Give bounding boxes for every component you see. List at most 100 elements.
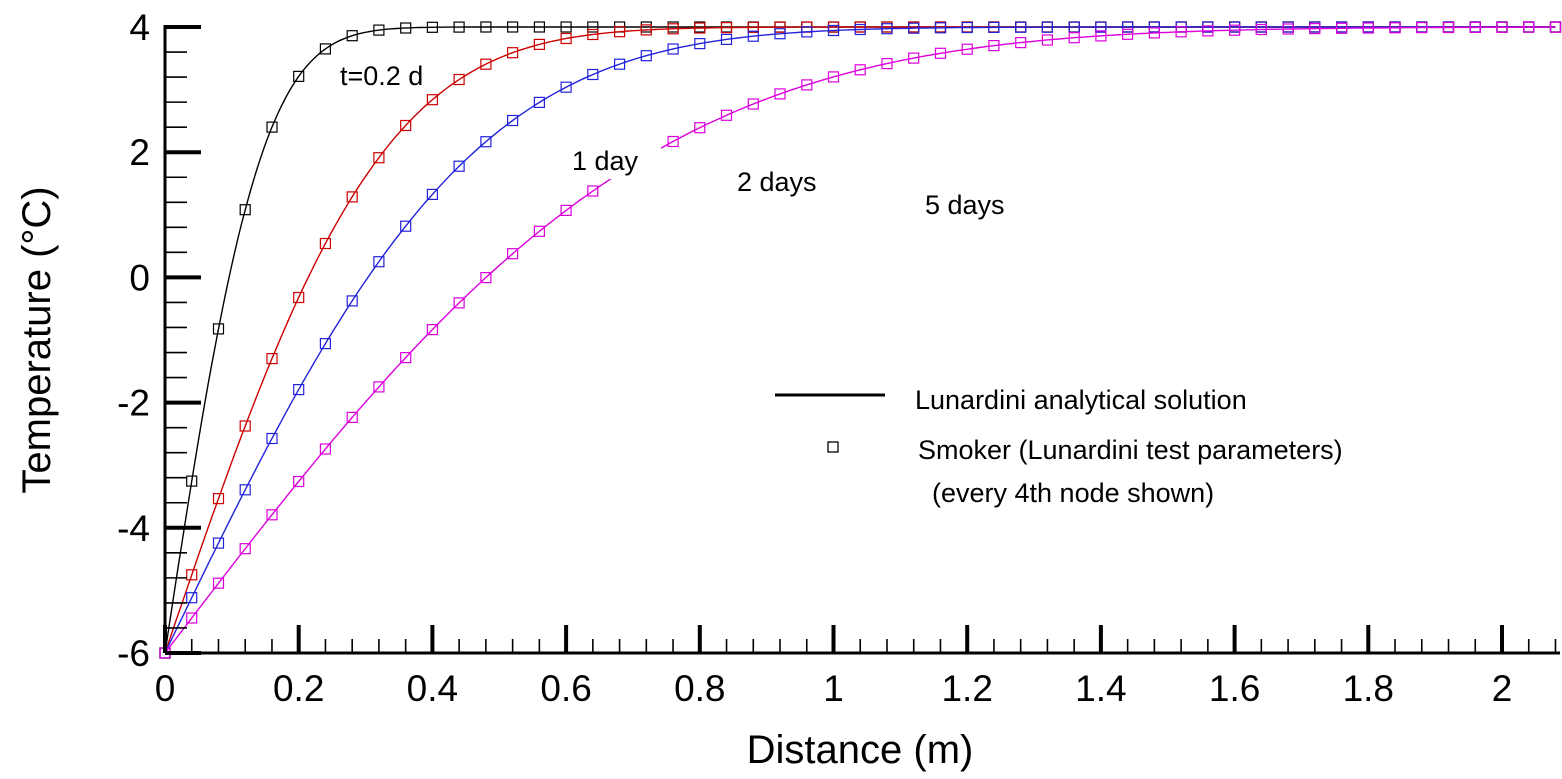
series-3-marker bbox=[1148, 27, 1161, 39]
series-3-marker bbox=[560, 204, 572, 216]
series-3-marker bbox=[1121, 28, 1134, 40]
series-3-marker bbox=[720, 109, 733, 121]
series-3-marker bbox=[1015, 36, 1027, 49]
series-1-marker bbox=[373, 152, 385, 164]
y-tick-label: -4 bbox=[117, 508, 150, 549]
series-0-marker bbox=[453, 21, 465, 33]
series-line-2 bbox=[164, 26, 1556, 654]
series-3-marker bbox=[1175, 26, 1187, 38]
legend-line-label: Lunardini analytical solution bbox=[915, 385, 1247, 415]
series-0-marker bbox=[186, 475, 198, 487]
x-tick-label: 1.6 bbox=[1209, 668, 1260, 709]
series-0-marker bbox=[212, 323, 225, 335]
series-3-marker bbox=[694, 122, 706, 134]
series-3-marker bbox=[854, 64, 866, 76]
series-2-marker bbox=[266, 432, 278, 445]
series-3-marker bbox=[1549, 21, 1562, 33]
series-3-marker bbox=[1335, 22, 1348, 34]
series-2-marker bbox=[934, 22, 947, 34]
series-2-marker bbox=[640, 50, 652, 62]
x-tick-label: 1.4 bbox=[1075, 668, 1126, 709]
x-tick-label: 0 bbox=[155, 668, 176, 709]
series-3-marker bbox=[1228, 24, 1241, 36]
series-3-marker bbox=[667, 135, 679, 148]
series-3-marker bbox=[801, 79, 813, 91]
series-3-marker bbox=[1255, 23, 1267, 36]
series-2-marker bbox=[319, 338, 331, 350]
y-tick-label: -6 bbox=[117, 633, 150, 674]
series-line-1 bbox=[164, 26, 1556, 654]
series-2-marker bbox=[1121, 21, 1134, 33]
x-tick-label: 1.8 bbox=[1343, 668, 1394, 709]
series-1-marker bbox=[667, 23, 679, 35]
series-2-marker bbox=[908, 22, 920, 34]
series-3-marker bbox=[1496, 21, 1508, 33]
series-2-marker bbox=[961, 21, 973, 34]
series-3-marker bbox=[827, 71, 840, 83]
series-3-marker bbox=[774, 88, 786, 100]
series-3-marker bbox=[988, 39, 1000, 52]
series-3-marker bbox=[533, 225, 546, 237]
series-3-marker bbox=[881, 57, 893, 70]
series-0-marker bbox=[346, 30, 358, 42]
label-bg-2days bbox=[730, 163, 840, 199]
series-0-marker bbox=[319, 43, 331, 55]
series-2-marker bbox=[426, 188, 438, 200]
series-2-marker bbox=[239, 484, 251, 496]
series-3-marker bbox=[346, 411, 358, 423]
series-1-marker bbox=[266, 353, 278, 365]
series-1-marker bbox=[720, 22, 733, 34]
series-1-marker bbox=[239, 420, 251, 432]
series-1-marker bbox=[426, 94, 438, 106]
series-0-marker bbox=[293, 70, 305, 83]
y-tick-label: 4 bbox=[129, 7, 150, 48]
series-3-marker bbox=[400, 352, 412, 364]
y-tick-label: 2 bbox=[129, 132, 150, 173]
series-2-marker bbox=[827, 24, 840, 37]
series-line-0 bbox=[164, 26, 1556, 654]
y-tick-label: -2 bbox=[117, 383, 150, 424]
series-3-marker bbox=[373, 381, 385, 393]
legend-marker-note: (every 4th node shown) bbox=[932, 478, 1214, 508]
series-1-marker bbox=[480, 58, 492, 70]
series-3-marker bbox=[1416, 22, 1428, 34]
series-3-marker bbox=[507, 248, 519, 260]
series-2-marker bbox=[1041, 21, 1054, 33]
series-3-marker bbox=[266, 509, 278, 521]
series-2-marker bbox=[373, 256, 385, 268]
series-2-marker bbox=[533, 96, 546, 109]
series-3-marker bbox=[1523, 21, 1535, 33]
x-tick-label: 0.4 bbox=[407, 668, 458, 709]
series-3-marker bbox=[934, 47, 947, 59]
series-0-marker bbox=[560, 21, 572, 33]
series-0-marker bbox=[266, 121, 278, 133]
series-1-marker bbox=[560, 32, 572, 45]
series-3-marker bbox=[1202, 25, 1214, 37]
series-3-marker bbox=[908, 52, 920, 64]
series-2-marker bbox=[1148, 21, 1161, 33]
series-1-marker bbox=[319, 237, 331, 250]
series-2-marker bbox=[881, 23, 893, 35]
series-0-marker bbox=[373, 24, 385, 36]
series-line-3 bbox=[164, 26, 1556, 654]
series-3-marker bbox=[186, 612, 198, 624]
series-3-marker bbox=[1095, 30, 1107, 42]
series-0-marker bbox=[587, 21, 599, 33]
series-3-marker bbox=[453, 297, 465, 309]
x-tick-label: 0.6 bbox=[540, 668, 591, 709]
series-3-marker bbox=[587, 185, 599, 197]
series-3-marker bbox=[1041, 34, 1054, 46]
series-2-marker bbox=[293, 384, 305, 396]
y-tick-label: 0 bbox=[129, 257, 150, 298]
series-3-marker bbox=[212, 577, 225, 589]
label-5days: 5 days bbox=[925, 190, 1005, 220]
series-0-marker bbox=[400, 22, 412, 34]
series-1-marker bbox=[533, 38, 546, 51]
series-2-marker bbox=[1068, 21, 1080, 33]
series-2-marker bbox=[613, 58, 626, 70]
series-2-marker bbox=[480, 136, 492, 148]
legend-marker-sample bbox=[827, 441, 839, 453]
series-group bbox=[159, 21, 1562, 659]
series-0-marker bbox=[239, 204, 251, 216]
